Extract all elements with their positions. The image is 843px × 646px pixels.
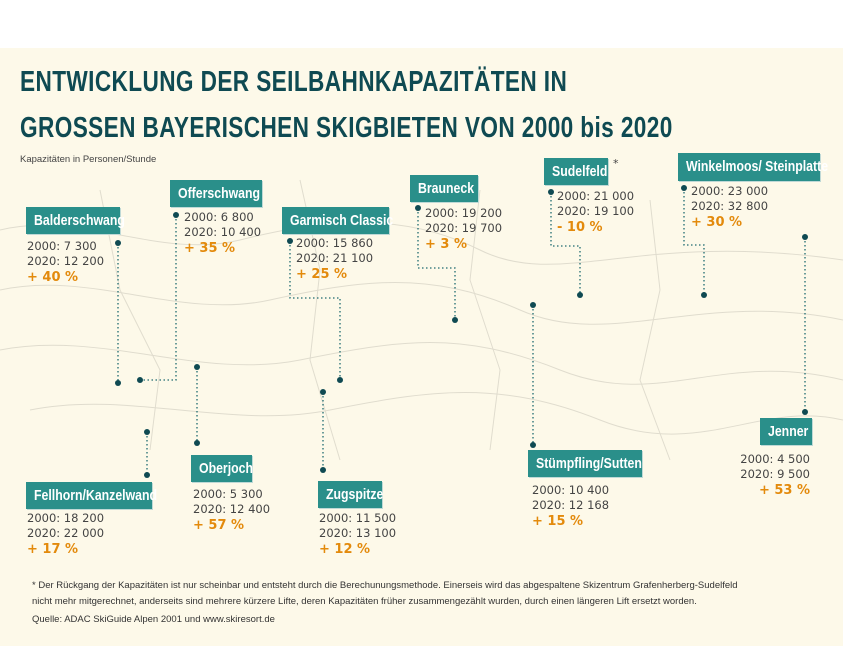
value-2000: 2000: 4 500 [740,452,810,466]
subtitle: Kapazitäten in Personen/Stunde [20,154,157,165]
change-percent: + 25 % [296,267,348,282]
value-2020: 2020: 21 100 [296,251,374,265]
footnote-line-1: * Der Rückgang der Kapazitäten ist nur s… [32,580,738,591]
label-fellhorn-kanzelwand: Fellhorn/Kanzelwand [26,482,157,509]
value-2000: 2000: 23 000 [691,184,769,198]
values-balderschwang: 2000: 7 300 2020: 12 200 + 40 % [27,239,104,286]
value-2020: 2020: 19 700 [425,221,503,235]
values-stuempfling-sutten: 2000: 10 400 2020: 12 168 + 15 % [532,483,609,530]
change-percent: + 30 % [691,215,743,230]
change-percent: + 35 % [184,241,236,256]
value-2000: 2000: 15 860 [296,236,374,250]
value-2000: 2000: 6 800 [184,210,254,224]
value-2000: 2000: 10 400 [532,483,610,497]
values-zugspitze: 2000: 11 500 2020: 13 100 + 12 % [319,511,396,558]
background [0,48,843,646]
value-2000: 2000: 18 200 [27,511,105,525]
value-2020: 2020: 22 000 [27,526,105,540]
footnote-line-2: nicht mehr mitgerechnet, anderseits sind… [32,596,697,607]
value-2020: 2020: 13 100 [319,526,397,540]
title-line-2: GROSSEN BAYERISCHEN SKIGBIETEN VON 2000 … [20,112,673,144]
value-2020: 2020: 12 200 [27,254,105,268]
change-percent: + 40 % [27,270,79,285]
source: Quelle: ADAC SkiGuide Alpen 2001 und www… [32,614,275,625]
value-2020: 2020: 9 500 [740,467,810,481]
change-percent: - 10 % [557,220,603,235]
values-jenner: 2000: 4 500 2020: 9 500 + 53 % [730,452,810,499]
label-sudelfeld: Sudelfeld [544,158,608,185]
label-balderschwang: Balderschwang [26,207,125,234]
title-line-1: ENTWICKLUNG DER SEILBAHNKAPAZITÄTEN IN [20,66,568,98]
values-garmisch-classic: 2000: 15 860 2020: 21 100 + 25 % [296,236,373,283]
values-sudelfeld: 2000: 21 000 2020: 19 100 - 10 % [557,189,634,236]
change-percent: + 57 % [193,518,245,533]
label-jenner: Jenner [760,418,812,445]
label-oberjoch: Oberjoch [191,455,253,482]
label-brauneck: Brauneck [410,175,478,202]
values-oberjoch: 2000: 5 300 2020: 12 400 + 57 % [193,487,270,534]
label-stuempfling-sutten: Stümpfling/Sutten [528,450,642,477]
change-percent: + 17 % [27,542,79,557]
value-2020: 2020: 32 800 [691,199,769,213]
values-fellhorn-kanzelwand: 2000: 18 200 2020: 22 000 + 17 % [27,511,104,558]
value-2000: 2000: 7 300 [27,239,97,253]
values-winkelmoos-steinplatte: 2000: 23 000 2020: 32 800 + 30 % [691,184,768,231]
value-2020: 2020: 19 100 [557,204,635,218]
value-2000: 2000: 11 500 [319,511,397,525]
label-garmisch-classic: Garmisch Classic [282,207,393,234]
value-2020: 2020: 12 400 [193,502,271,516]
label-zugspitze: Zugspitze [318,481,383,508]
change-percent: + 15 % [532,514,584,529]
change-percent: + 53 % [758,483,810,498]
values-offerschwang: 2000: 6 800 2020: 10 400 + 35 % [184,210,261,257]
label-offerschwang: Offerschwang [170,180,262,207]
asterisk-marker: * [613,157,619,170]
value-2020: 2020: 12 168 [532,498,610,512]
change-percent: + 3 % [425,237,468,252]
change-percent: + 12 % [319,542,371,557]
map-background [0,179,843,461]
value-2000: 2000: 21 000 [557,189,635,203]
values-brauneck: 2000: 19 200 2020: 19 700 + 3 % [425,206,502,253]
value-2000: 2000: 19 200 [425,206,503,220]
value-2020: 2020: 10 400 [184,225,262,239]
value-2000: 2000: 5 300 [193,487,263,501]
label-winkelmoos-steinplatte: Winkelmoos/ Steinplatte [678,153,828,181]
